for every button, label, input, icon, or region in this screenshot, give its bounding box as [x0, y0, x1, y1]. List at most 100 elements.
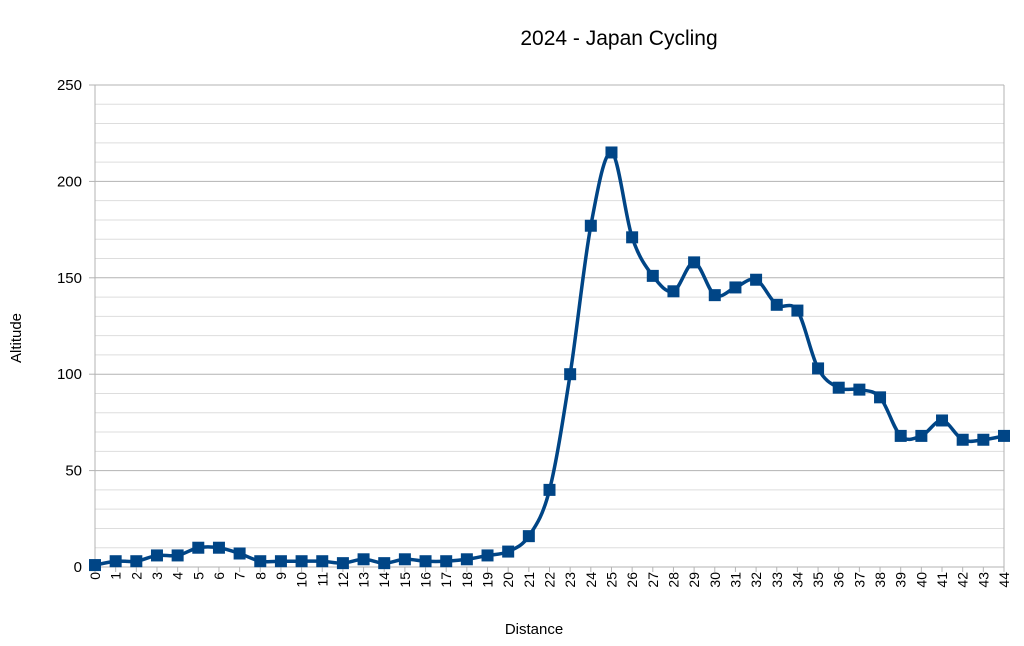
x-tick-label: 20: [500, 572, 516, 588]
series-line: [94, 150, 1005, 567]
data-point: [688, 256, 701, 269]
x-tick-label: 42: [955, 572, 971, 588]
data-point: [89, 559, 101, 572]
y-axis-label: Altitude: [8, 313, 25, 363]
x-tick-label: 6: [211, 572, 227, 580]
x-tick-label: 40: [913, 572, 929, 588]
x-tick-label: 34: [789, 572, 805, 588]
data-point: [646, 269, 659, 282]
y-tick-label: 250: [57, 77, 82, 94]
data-point: [460, 553, 473, 566]
x-tick-label: 31: [727, 572, 743, 588]
data-point: [440, 555, 453, 568]
x-tick-label: 15: [397, 572, 413, 588]
x-tick-label: 16: [418, 572, 434, 588]
data-point: [254, 555, 267, 568]
gridlines: [95, 84, 1005, 568]
data-point: [502, 545, 515, 558]
x-axis-label: Distance: [505, 621, 563, 638]
x-tick-label: 21: [521, 572, 537, 588]
data-point: [667, 285, 680, 298]
x-tick-label: 33: [769, 572, 785, 588]
x-tick-label: 18: [459, 572, 475, 588]
data-point: [419, 555, 432, 568]
data-point: [605, 146, 618, 159]
x-tick-label: 32: [748, 572, 764, 588]
x-tick-label: 28: [665, 572, 681, 588]
data-point: [750, 273, 763, 286]
data-point: [894, 429, 907, 442]
x-tick-label: 44: [996, 572, 1012, 588]
x-tick-label: 7: [232, 572, 248, 580]
x-tick-label: 3: [149, 572, 165, 580]
data-point: [130, 555, 143, 568]
y-tick-label: 200: [57, 173, 82, 190]
data-point: [626, 231, 639, 244]
data-point: [481, 549, 494, 562]
data-point: [378, 557, 391, 570]
y-tick-label: 150: [57, 270, 82, 287]
x-tick-label: 12: [335, 572, 351, 588]
y-tick-label: 50: [65, 463, 82, 480]
x-tick-label: 22: [542, 572, 558, 588]
x-tick-label: 8: [252, 572, 268, 580]
x-tick-label: 41: [934, 572, 950, 588]
data-point: [874, 391, 887, 404]
x-tick-label: 5: [190, 572, 206, 580]
x-tick-label: 38: [872, 572, 888, 588]
x-tick-label: 9: [273, 572, 289, 580]
x-tick-label: 1: [108, 572, 124, 580]
data-point: [956, 433, 969, 446]
data-point: [977, 433, 990, 446]
data-point: [791, 304, 804, 317]
x-tick-label: 4: [170, 572, 186, 580]
axes: [89, 84, 1005, 572]
data-point: [212, 541, 225, 554]
data-point: [398, 553, 411, 566]
x-tick-label: 0: [87, 572, 103, 580]
x-tick-label: 36: [831, 572, 847, 588]
x-tick-label: 11: [314, 572, 330, 587]
x-tick-label: 23: [562, 572, 578, 588]
x-tick-label: 35: [810, 572, 826, 588]
x-tick-label: 17: [438, 572, 454, 588]
x-tick-label: 30: [707, 572, 723, 588]
x-tick-label: 25: [603, 572, 619, 588]
data-point: [832, 381, 845, 394]
data-point: [357, 553, 370, 566]
x-tick-label: 14: [376, 572, 392, 588]
data-point: [915, 429, 928, 442]
data-point: [708, 289, 721, 302]
data-point: [543, 483, 556, 496]
x-tick-label: 39: [893, 572, 909, 588]
data-point: [812, 362, 825, 375]
data-point: [336, 557, 349, 570]
data-point: [171, 549, 184, 562]
data-point: [729, 281, 742, 294]
data-point: [853, 383, 866, 396]
x-tick-label: 29: [686, 572, 702, 588]
x-tick-label: 13: [356, 572, 372, 588]
x-tick-label: 24: [583, 572, 599, 588]
data-point: [109, 555, 122, 568]
data-point: [150, 549, 163, 562]
x-tick-label: 19: [480, 572, 496, 588]
data-point: [584, 219, 597, 232]
y-tick-label: 0: [74, 559, 82, 576]
data-point: [936, 414, 949, 427]
data-point: [233, 547, 246, 560]
data-point: [770, 298, 783, 311]
x-tick-label: 43: [975, 572, 991, 588]
x-tick-label: 2: [128, 572, 144, 580]
y-tick-label: 100: [57, 366, 82, 383]
data-point: [316, 555, 329, 568]
x-tick-label: 26: [624, 572, 640, 588]
x-tick-label: 37: [851, 572, 867, 588]
data-point: [295, 555, 308, 568]
data-series: [89, 146, 1010, 572]
data-point: [274, 555, 287, 568]
data-point: [522, 530, 535, 543]
data-point: [564, 368, 577, 381]
